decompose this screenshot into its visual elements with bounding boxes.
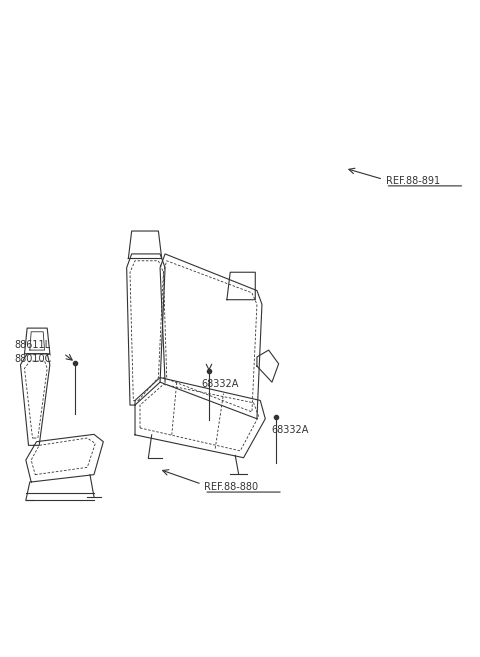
Text: 88010C: 88010C <box>15 354 52 364</box>
Text: 68332A: 68332A <box>271 425 308 435</box>
Text: REF.88-880: REF.88-880 <box>204 482 258 492</box>
Text: REF.88-891: REF.88-891 <box>385 176 440 187</box>
Text: 68332A: 68332A <box>202 379 239 389</box>
Text: 88611L: 88611L <box>15 340 51 350</box>
